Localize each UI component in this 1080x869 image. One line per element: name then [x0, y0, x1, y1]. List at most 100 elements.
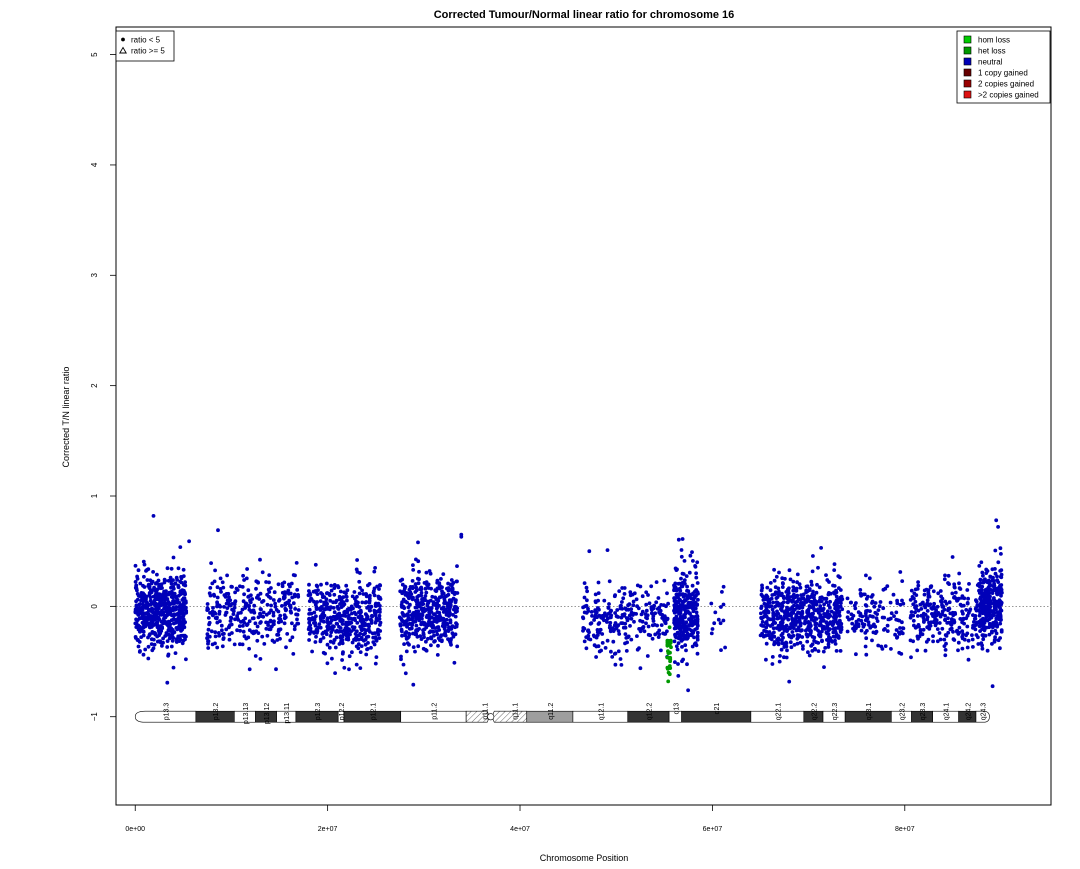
data-point — [176, 566, 181, 571]
data-point — [411, 682, 416, 687]
data-point — [252, 603, 257, 608]
data-point — [284, 645, 288, 650]
data-point — [357, 591, 362, 596]
data-point — [883, 644, 888, 648]
data-point — [338, 626, 343, 630]
data-point — [405, 600, 409, 605]
data-point — [220, 628, 224, 633]
data-point — [260, 570, 265, 575]
data-point — [251, 616, 256, 621]
data-point — [227, 595, 231, 600]
data-point — [655, 607, 660, 611]
data-point — [594, 644, 599, 649]
data-point — [177, 607, 182, 612]
data-point — [720, 590, 724, 594]
data-point — [998, 636, 1002, 640]
data-point — [410, 597, 415, 602]
data-point — [245, 567, 250, 571]
data-point — [345, 625, 349, 630]
data-point — [180, 641, 185, 646]
data-point — [638, 618, 642, 623]
data-point — [654, 600, 659, 605]
data-point — [227, 625, 231, 630]
data-point — [643, 612, 648, 616]
ideogram-band-q24-3 — [975, 710, 990, 723]
data-point — [187, 539, 192, 544]
data-point — [999, 587, 1004, 592]
data-point — [918, 628, 923, 633]
data-point — [454, 579, 459, 584]
data-point — [255, 638, 260, 643]
data-point — [216, 631, 221, 635]
data-point — [794, 588, 799, 593]
data-point — [838, 575, 842, 580]
data-point — [229, 615, 233, 620]
data-point — [662, 578, 667, 583]
data-point — [590, 614, 594, 618]
data-point — [998, 611, 1002, 616]
data-point — [983, 588, 987, 593]
data-point — [866, 620, 871, 624]
data-point — [965, 588, 970, 592]
data-point — [272, 590, 277, 595]
data-point — [371, 640, 376, 644]
data-point — [341, 600, 346, 605]
data-point — [627, 613, 632, 618]
data-point — [914, 593, 919, 597]
data-point — [363, 631, 367, 636]
data-point — [446, 592, 451, 597]
data-point — [156, 628, 161, 633]
data-point — [142, 574, 146, 579]
legend-swatch — [963, 35, 972, 44]
data-point — [898, 626, 902, 630]
data-point — [444, 610, 449, 615]
data-point — [836, 634, 841, 638]
data-point — [958, 617, 963, 621]
data-point — [432, 612, 436, 617]
data-point — [408, 602, 412, 607]
data-point — [672, 596, 677, 601]
data-point — [952, 638, 957, 642]
x-tick-label: 6e+07 — [703, 826, 723, 833]
legend-swatch — [963, 90, 972, 99]
data-point — [936, 591, 941, 596]
data-point — [979, 641, 984, 646]
data-point — [812, 602, 817, 607]
data-point — [832, 562, 837, 566]
data-point — [665, 665, 670, 670]
data-point — [721, 602, 726, 607]
data-point — [813, 627, 818, 631]
data-point — [143, 647, 148, 652]
data-point — [646, 624, 651, 629]
data-point — [995, 574, 999, 579]
data-point — [430, 620, 435, 625]
data-point — [964, 608, 969, 612]
data-point — [408, 585, 413, 589]
data-point — [964, 633, 968, 638]
data-point — [340, 622, 345, 626]
data-point — [999, 628, 1004, 632]
data-point — [144, 606, 149, 610]
data-point — [581, 616, 586, 621]
data-point — [177, 601, 182, 605]
data-point — [156, 615, 161, 620]
data-point — [807, 628, 812, 633]
data-point — [314, 634, 318, 639]
data-point — [925, 617, 930, 622]
data-point — [412, 613, 416, 618]
data-point — [377, 617, 382, 621]
data-point — [951, 613, 956, 618]
data-point — [877, 604, 882, 609]
data-point — [982, 610, 987, 615]
data-point — [688, 553, 693, 558]
data-point — [901, 601, 906, 606]
ideogram-band-p13-3 — [134, 710, 197, 723]
data-point — [965, 601, 970, 606]
data-point — [977, 564, 982, 568]
data-point — [433, 617, 438, 621]
data-point — [333, 600, 338, 605]
data-point — [217, 633, 222, 638]
data-point — [937, 621, 942, 625]
data-point — [772, 640, 777, 644]
